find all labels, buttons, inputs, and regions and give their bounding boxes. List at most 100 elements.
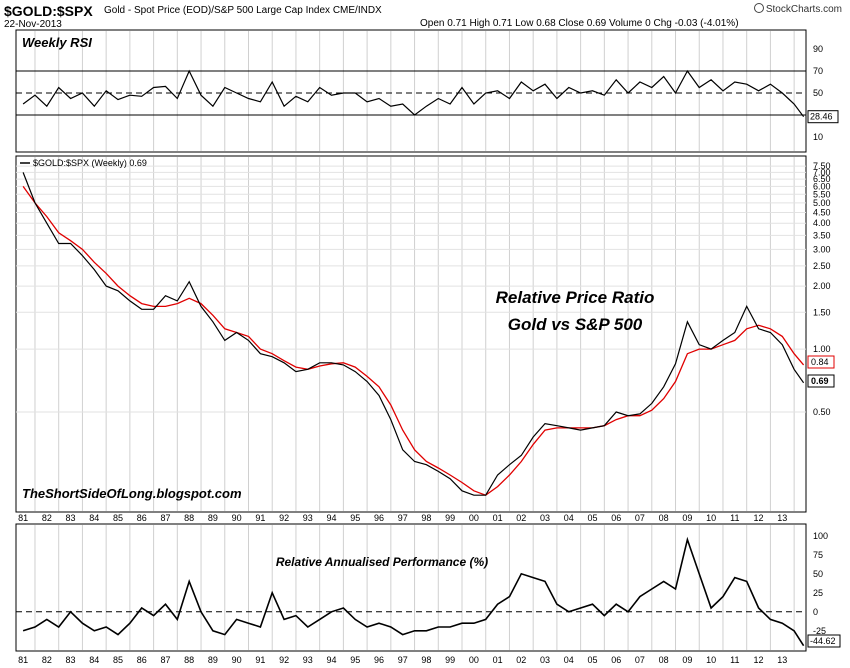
x-tick-label: 99 (445, 513, 455, 523)
chart-symbol: $GOLD:$SPX (4, 3, 93, 19)
x-tick-label: 89 (208, 655, 218, 665)
perf-tick-label: -25 (813, 626, 826, 636)
x-tick-label: 86 (137, 513, 147, 523)
price-tick-label: 6.50 (813, 174, 831, 184)
x-tick-label: 09 (682, 513, 692, 523)
perf-y-ticks: 100 75 50 25 0 -25 (813, 531, 828, 636)
x-tick-label: 05 (587, 513, 597, 523)
x-tick-label: 93 (303, 513, 313, 523)
watermark-text: TheShortSideOfLong.blogspot.com (22, 486, 242, 501)
x-tick-label: 00 (469, 513, 479, 523)
price-panel-frame (15, 155, 807, 513)
x-tick-label: 95 (350, 655, 360, 665)
price-y-ticks: 7.507.006.506.005.505.004.504.00 3.50 3.00… (813, 161, 831, 417)
ohlc-summary: Open 0.71 High 0.71 Low 0.68 Close 0.69 … (420, 18, 739, 29)
price-tick-label: 2.50 (813, 261, 831, 271)
x-tick-label: 11 (730, 513, 739, 523)
x-tick-label: 06 (611, 513, 621, 523)
x-tick-label: 13 (777, 655, 787, 665)
x-tick-label: 88 (184, 513, 194, 523)
performance-panel-title: Relative Annualised Performance (%) (276, 555, 488, 569)
x-tick-label: 85 (113, 513, 123, 523)
x-tick-label: 98 (421, 513, 431, 523)
annotation-line-1: Relative Price Ratio (496, 288, 655, 307)
x-tick-label: 90 (232, 513, 242, 523)
price-last-value-tag: 0.69 (807, 374, 835, 388)
price-tick-label: 7.50 (813, 161, 831, 171)
perf-tick-label: 100 (813, 531, 828, 541)
x-tick-label: 96 (374, 513, 384, 523)
perf-tick-label: 0 (813, 607, 818, 617)
rsi-last-value: 28.46 (810, 112, 833, 122)
x-tick-label: 93 (303, 655, 313, 665)
x-tick-label: 94 (327, 513, 337, 523)
chart-description: Gold - Spot Price (EOD)/S&P 500 Large Ca… (104, 5, 382, 16)
x-tick-label: 09 (682, 655, 692, 665)
perf-last-value-tag: -44.62 (807, 634, 841, 648)
price-gridlines (16, 157, 806, 511)
x-tick-label: 05 (587, 655, 597, 665)
x-tick-label: 03 (540, 513, 550, 523)
x-tick-label: 88 (184, 655, 194, 665)
x-tick-label: 95 (350, 513, 360, 523)
perf-gridlines (34, 525, 795, 650)
x-tick-label: 01 (493, 655, 503, 665)
x-tick-label: 08 (659, 513, 669, 523)
rsi-tick-label: 70 (813, 66, 823, 76)
x-tick-label: 10 (706, 513, 716, 523)
x-tick-label: 83 (66, 513, 76, 523)
rsi-tick-label: 10 (813, 132, 823, 142)
x-tick-label: 00 (469, 655, 479, 665)
x-tick-label: 81 (18, 655, 28, 665)
rsi-series-line (22, 69, 805, 118)
x-tick-label: 03 (540, 655, 550, 665)
x-tick-label: 84 (89, 655, 99, 665)
rsi-panel-title: Weekly RSI (22, 35, 92, 50)
price-tick-label: 3.50 (813, 230, 831, 240)
ma-last-value-tag: 0.84 (807, 355, 835, 369)
x-tick-label: 97 (398, 513, 408, 523)
copyright-icon (753, 3, 764, 13)
x-tick-label: 01 (493, 513, 503, 523)
x-tick-label: 13 (777, 513, 787, 523)
price-tick-label: 7.00 (813, 167, 831, 177)
x-tick-label: 11 (730, 655, 739, 665)
x-tick-label: 99 (445, 655, 455, 665)
x-tick-label: 02 (516, 513, 526, 523)
x-tick-label: 89 (208, 513, 218, 523)
price-ratio-line (22, 172, 805, 496)
x-tick-label: 85 (113, 655, 123, 665)
x-tick-label: 02 (516, 655, 526, 665)
x-tick-label: 06 (611, 655, 621, 665)
price-tick-label: 2.00 (813, 281, 831, 291)
rsi-tick-label: 50 (813, 88, 823, 98)
x-axis-labels-top: 81 82 83 84 85 86 87 88 89 90 91 92 93 94 95 96 97 98 99 00… (18, 513, 787, 523)
x-tick-label: 98 (421, 655, 431, 665)
x-tick-label: 91 (255, 513, 265, 523)
price-last-value: 0.69 (811, 376, 829, 386)
price-tick-label: 1.50 (813, 307, 831, 317)
perf-last-value: -44.62 (810, 636, 836, 646)
price-tick-label: 5.00 (813, 198, 831, 208)
price-tick-label: 4.00 (813, 218, 831, 228)
price-tick-label: 4.50 (813, 207, 831, 217)
x-tick-label: 92 (279, 513, 289, 523)
rsi-last-value-tag: 28.46 (807, 110, 839, 124)
performance-series-line (22, 536, 805, 647)
x-tick-label: 92 (279, 655, 289, 665)
price-tick-label: 6.00 (813, 181, 831, 191)
chart-date: 22-Nov-2013 (4, 19, 62, 30)
rsi-panel-frame (15, 29, 807, 153)
x-tick-label: 86 (137, 655, 147, 665)
x-tick-label: 07 (635, 513, 645, 523)
x-axis-labels-bottom: 81 82 83 84 85 86 87 88 89 90 91 92 93 94 95 96 97 98 99 00… (18, 655, 787, 665)
x-tick-label: 12 (754, 513, 764, 523)
moving-average-line (22, 186, 805, 496)
price-tick-label: 5.50 (813, 189, 831, 199)
price-tick-label: 0.50 (813, 407, 831, 417)
price-tick-label: 1.00 (813, 344, 831, 354)
x-tick-label: 94 (327, 655, 337, 665)
x-tick-label: 07 (635, 655, 645, 665)
x-tick-label: 91 (255, 655, 265, 665)
x-tick-label: 82 (42, 513, 52, 523)
